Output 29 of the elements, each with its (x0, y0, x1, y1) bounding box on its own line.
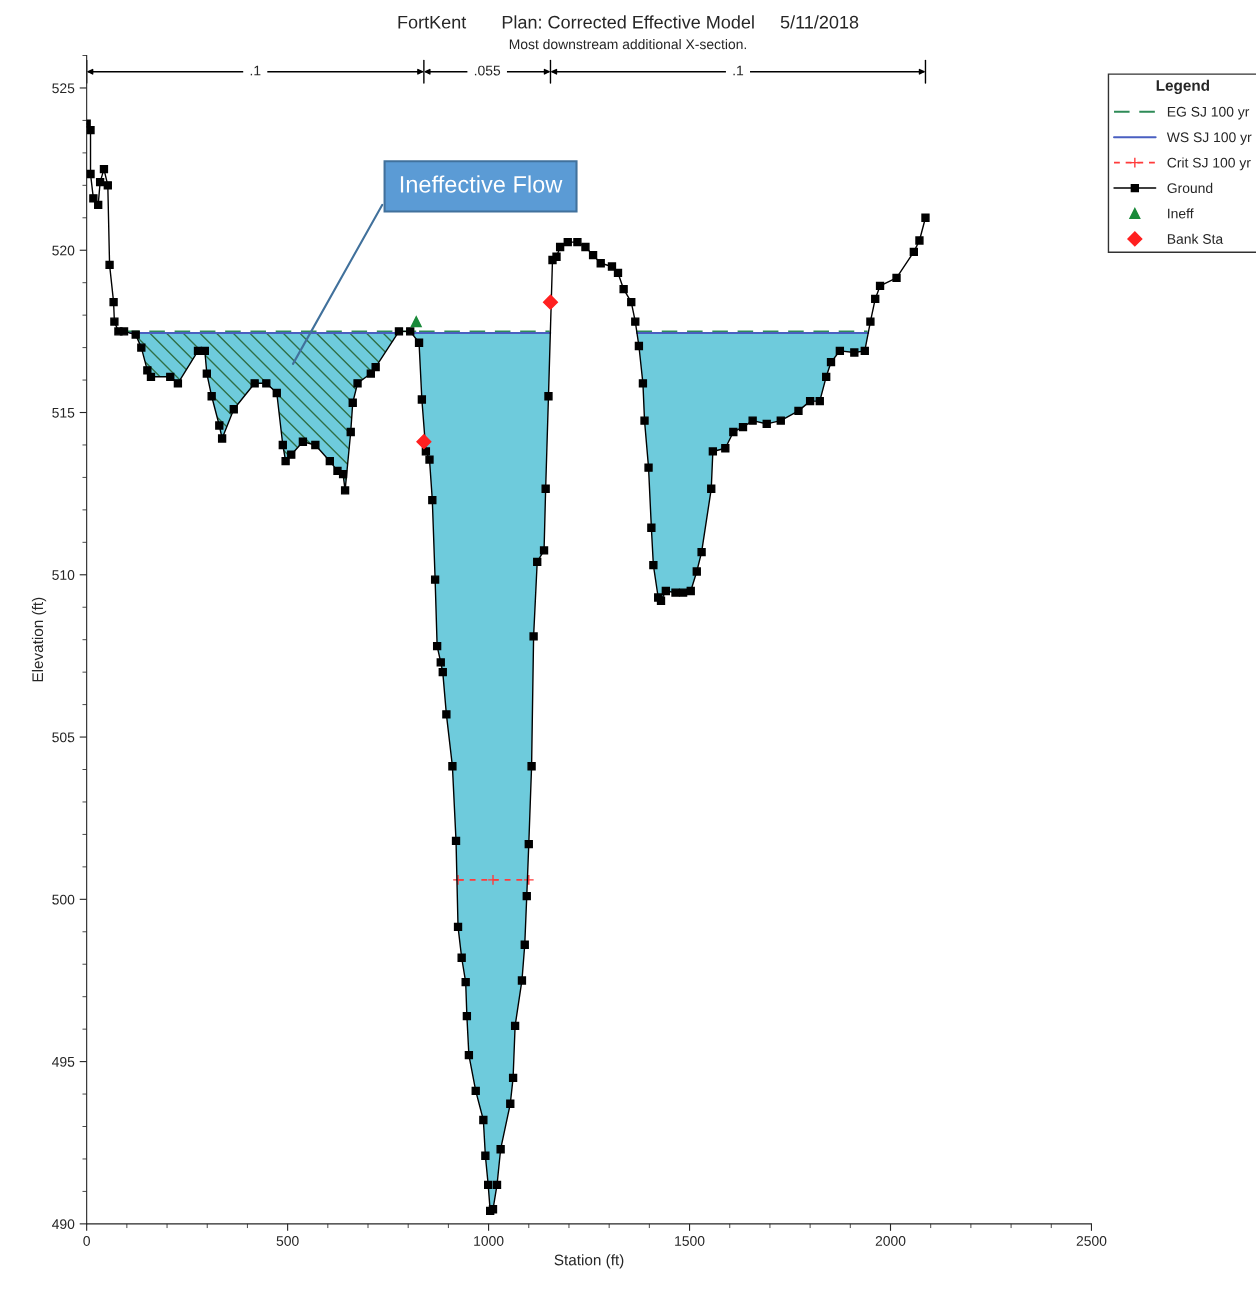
y-tick-label: 525 (52, 83, 75, 94)
legend-label: Bank Sta (1167, 233, 1224, 244)
x-tick-label: 2000 (875, 1236, 906, 1246)
legend-label: WS SJ 100 yr (1166, 132, 1252, 145)
y-tick-label: 495 (52, 1056, 75, 1067)
x-tick-label: 0 (83, 1236, 90, 1246)
y-tick-label: 515 (52, 407, 75, 418)
y-tick-label: 500 (52, 894, 75, 905)
legend-label: Ground (1167, 182, 1213, 194)
y-tick-label: 510 (52, 570, 75, 580)
y-tick-label: 490 (52, 1219, 75, 1230)
legend-title: Legend (1156, 79, 1210, 95)
x-tick-label: 2500 (1076, 1236, 1107, 1246)
legend-label: Crit SJ 100 yr (1167, 157, 1251, 171)
legend-label: EG SJ 100 yr (1167, 106, 1250, 120)
chart-subtitle: Most downstream additional X-section. (509, 38, 747, 50)
y-axis-title: Elevation (ft) (31, 597, 47, 682)
annotation: .1 (733, 65, 744, 76)
x-tick-label: 1000 (474, 1236, 504, 1246)
y-tick-label: 520 (52, 245, 75, 256)
chart-title: FortKent Plan: Corrected Effective Model 5/11/2018 (398, 15, 859, 29)
annotation: .055 (474, 65, 501, 76)
annotation: Ineffective Flow (400, 175, 563, 193)
annotation: .1 (250, 65, 261, 76)
x-axis-title: Station (ft) (554, 1254, 624, 1269)
x-tick-label: 500 (276, 1236, 299, 1246)
x-tick-label: 1500 (675, 1236, 705, 1246)
y-tick-label: 505 (52, 732, 75, 743)
legend-label: Ineff (1168, 208, 1194, 219)
